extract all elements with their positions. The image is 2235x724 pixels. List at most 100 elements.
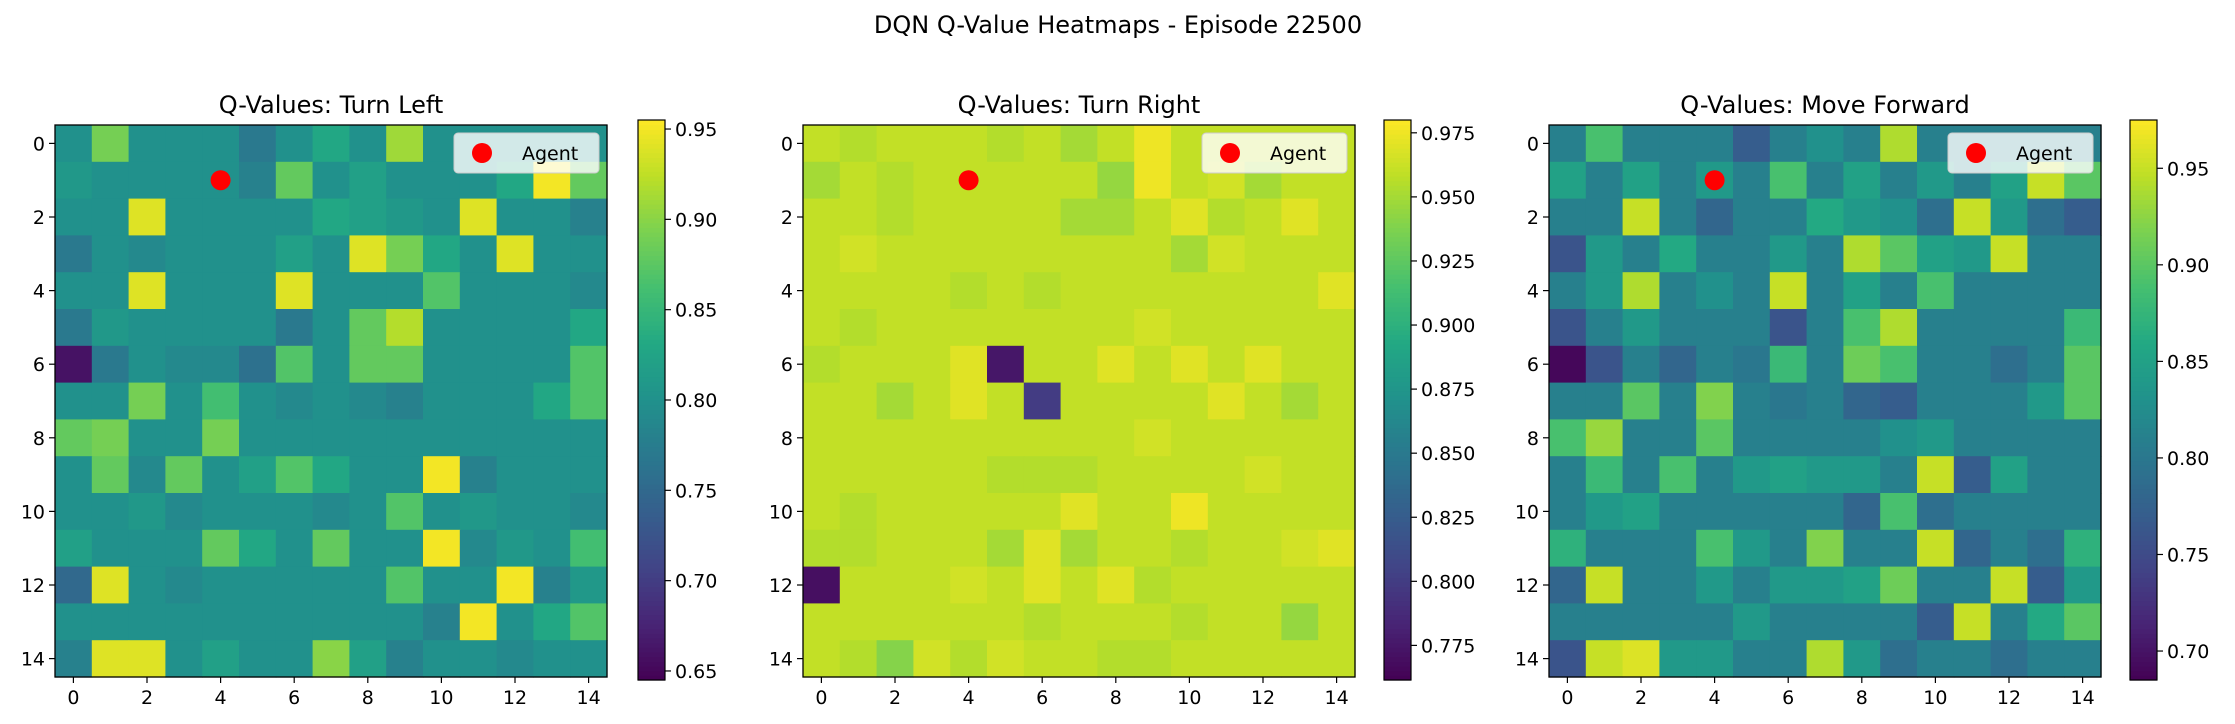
heatmap-cell: [275, 272, 314, 310]
colorbar-segment: [2130, 493, 2157, 499]
colorbar-segment: [2130, 269, 2157, 275]
x-tick-label: 14: [577, 687, 601, 709]
heatmap-cell: [1023, 125, 1062, 163]
heatmap-cell: [1244, 198, 1282, 236]
colorbar-tick-label: 0.70: [2167, 641, 2209, 663]
colorbar-segment: [638, 628, 665, 634]
colorbar-segment: [638, 498, 665, 504]
heatmap-cell: [1622, 529, 1660, 568]
y-tick-label: 14: [21, 649, 45, 671]
heatmap-cell: [1171, 566, 1209, 604]
colorbar-segment: [1384, 241, 1411, 247]
heatmap-cell: [987, 493, 1025, 531]
heatmap-cell: [1318, 382, 1356, 420]
heatmap-cell: [803, 640, 841, 678]
heatmap-cell: [386, 382, 424, 420]
colorbar-segment: [638, 661, 665, 667]
heatmap-cell: [1134, 493, 1172, 531]
heatmap-cell: [423, 566, 461, 604]
colorbar-segment: [1384, 633, 1411, 639]
heatmap-cell: [533, 529, 571, 568]
colorbar-segment: [1384, 432, 1411, 438]
colorbar-segment: [2130, 236, 2157, 242]
heatmap-cell: [839, 566, 878, 604]
heatmap-cell: [1318, 419, 1356, 457]
heatmap-cell: [1843, 198, 1881, 236]
colorbar-segment: [1384, 255, 1411, 261]
heatmap-cell: [496, 198, 534, 236]
heatmap-cell: [349, 125, 387, 163]
colorbar-segment: [2130, 437, 2157, 443]
heatmap-cell: [913, 640, 951, 678]
heatmap-cell: [1990, 419, 2028, 457]
colorbar-segment: [638, 502, 665, 508]
heatmap-cell: [239, 529, 277, 568]
heatmap-cell: [803, 198, 841, 236]
heatmap-cell: [803, 161, 841, 200]
heatmap-cell: [128, 382, 166, 420]
heatmap-cell: [950, 272, 988, 310]
colorbar-tick-label: 0.90: [2167, 255, 2209, 277]
heatmap-cell: [1585, 382, 1624, 420]
heatmap-cell: [1769, 345, 1808, 384]
heatmap-cell: [1244, 493, 1282, 531]
colorbar-segment: [638, 404, 665, 410]
heatmap-cell: [533, 603, 571, 641]
colorbar-segment: [1384, 465, 1411, 471]
colorbar-segment: [2130, 530, 2157, 536]
colorbar-segment: [1384, 278, 1411, 284]
heatmap-cell: [1171, 272, 1209, 310]
colorbar-segment: [638, 372, 665, 378]
heatmap-cell: [1843, 529, 1881, 568]
colorbar-segment: [2130, 638, 2157, 644]
legend: Agent: [453, 132, 600, 174]
heatmap-cell: [1060, 529, 1098, 568]
colorbar-frame: [2129, 119, 2158, 681]
heatmap-cell: [913, 345, 951, 384]
colorbar-tick-label: 0.80: [2167, 448, 2209, 470]
colorbar-segment: [2130, 180, 2157, 186]
colorbar-segment: [638, 376, 665, 382]
colorbar-segment: [1384, 190, 1411, 196]
heatmap-cell: [987, 603, 1025, 641]
colorbar-segment: [2130, 390, 2157, 396]
heatmap-cell: [459, 529, 498, 568]
heatmap-cell: [1659, 603, 1697, 641]
heatmap-cell: [165, 603, 203, 641]
heatmap-cell: [913, 566, 951, 604]
colorbar-segment: [638, 232, 665, 238]
heatmap-cell: [1549, 382, 1587, 420]
heatmap-cell: [1659, 493, 1697, 531]
colorbar-segment: [1384, 614, 1411, 620]
heatmap-cell: [1990, 198, 2028, 236]
heatmap-cell: [55, 125, 93, 163]
heatmap-cell: [55, 345, 93, 384]
heatmap-cell: [987, 566, 1025, 604]
colorbar-segment: [2130, 591, 2157, 597]
heatmap-cell: [55, 272, 93, 310]
colorbar-segment: [1384, 283, 1411, 289]
heatmap-cell: [1318, 640, 1356, 678]
heatmap-cell: [2027, 272, 2065, 310]
colorbar-segment: [2130, 358, 2157, 364]
heatmap-cell: [2064, 309, 2102, 347]
heatmap-cell: [128, 493, 166, 531]
colorbar-segment: [638, 484, 665, 490]
heatmap-cell: [1769, 161, 1808, 200]
heatmap-cell: [987, 272, 1025, 310]
colorbar-segment: [638, 292, 665, 298]
heatmap-cell: [1880, 419, 1918, 457]
heatmap-cell: [1990, 456, 2028, 494]
heatmap-cell: [312, 198, 350, 236]
colorbar-frame: [1383, 119, 1412, 681]
heatmap-cell: [349, 456, 387, 494]
heatmap-cell: [91, 493, 130, 531]
heatmap-cell: [55, 529, 93, 568]
heatmap-cell: [1659, 382, 1697, 420]
heatmap-cell: [1880, 382, 1918, 420]
colorbar-segment: [638, 432, 665, 438]
colorbar-segment: [1384, 138, 1411, 144]
heatmap-cell: [55, 493, 93, 531]
heatmap-cell: [2027, 566, 2065, 604]
heatmap-cell: [1990, 235, 2028, 273]
